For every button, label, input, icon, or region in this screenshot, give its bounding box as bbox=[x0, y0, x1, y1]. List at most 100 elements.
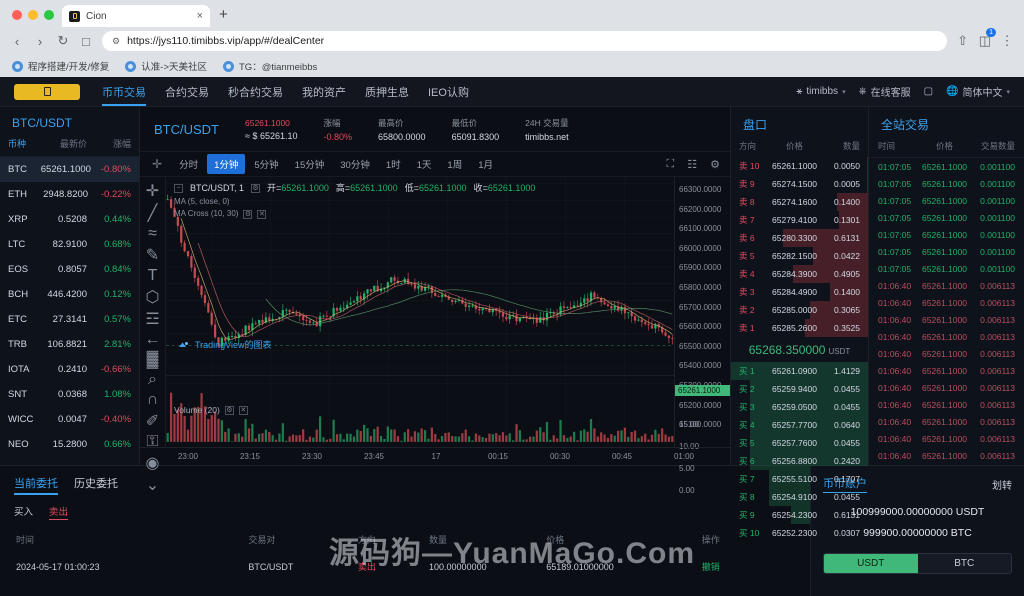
puzzle-icon[interactable]: ◫ bbox=[978, 33, 991, 48]
close-tab-button[interactable]: × bbox=[196, 10, 203, 22]
magnet-icon[interactable]: ∩ bbox=[146, 391, 159, 408]
fib-icon[interactable]: ≈ bbox=[148, 225, 157, 242]
legend-ma-settings-icon[interactable]: ⚙ bbox=[243, 210, 253, 220]
bookmark-item[interactable]: TG：@tianmeibbs bbox=[223, 59, 317, 73]
legend-ma-close-icon[interactable]: ✕ bbox=[257, 210, 267, 220]
market-row[interactable]: XRP 0.5208 0.44% bbox=[0, 207, 139, 232]
timeframe-3[interactable]: 15分钟 bbox=[294, 160, 325, 171]
timeframe-6[interactable]: 1天 bbox=[416, 160, 432, 171]
market-row[interactable]: TRB 106.8821 2.81% bbox=[0, 332, 139, 357]
pattern-icon[interactable]: ⬡ bbox=[145, 289, 160, 306]
maximize-window-button[interactable] bbox=[44, 10, 54, 20]
orderbook-row[interactable]: 卖 9 65274.1500 0.0005 bbox=[731, 175, 868, 193]
orderbook-row[interactable]: 买 10 65252.2300 0.0307 bbox=[731, 524, 868, 542]
orderbook-row[interactable]: 卖 4 65284.3900 0.4905 bbox=[731, 265, 868, 283]
bookmark-item[interactable]: 程序搭建/开发/修复 bbox=[12, 59, 109, 73]
minimize-window-button[interactable] bbox=[28, 10, 38, 20]
market-row[interactable]: NEO 15.2800 0.66% bbox=[0, 432, 139, 457]
market-row[interactable]: SNT 0.0368 1.08% bbox=[0, 382, 139, 407]
orderbook-row[interactable]: 买 4 65257.7700 0.0640 bbox=[731, 416, 868, 434]
orderbook-row[interactable]: 卖 8 65274.1600 0.1400 bbox=[731, 193, 868, 211]
orders-side-1[interactable]: 卖出 bbox=[49, 504, 68, 520]
nav-item-0[interactable]: 币币交易 bbox=[102, 77, 146, 106]
market-row[interactable]: ETH 2948.8200 -0.22% bbox=[0, 182, 139, 207]
market-row[interactable]: BCH 446.4200 0.12% bbox=[0, 282, 139, 307]
market-row[interactable]: IOTA 0.2410 -0.66% bbox=[0, 357, 139, 382]
forward-icon[interactable]: › bbox=[37, 33, 43, 49]
extensions-icon[interactable]: ◫ 1 bbox=[978, 28, 996, 50]
nav-item-5[interactable]: IEO认购 bbox=[428, 86, 469, 99]
orderbook-row[interactable]: 卖 5 65282.1500 0.0422 bbox=[731, 247, 868, 265]
orderbook-row[interactable]: 买 3 65259.0500 0.0455 bbox=[731, 398, 868, 416]
orderbook-row[interactable]: 卖 1 65285.2600 0.3525 bbox=[731, 319, 868, 337]
market-row[interactable]: EOS 0.8057 0.84% bbox=[0, 257, 139, 282]
brush-icon[interactable]: ✎ bbox=[145, 247, 160, 264]
legend-settings-icon[interactable]: ⚙ bbox=[251, 184, 261, 194]
bookmark-item[interactable]: 认准->天美社区 bbox=[125, 59, 207, 73]
arrow-icon[interactable]: ← bbox=[144, 331, 161, 348]
orders-tab-0[interactable]: 当前委托 bbox=[14, 475, 58, 495]
language-selector[interactable]: 🌐 简体中文 ▾ bbox=[946, 84, 1010, 99]
share-icon[interactable]: ⇧ bbox=[957, 33, 969, 48]
window-controls[interactable] bbox=[6, 10, 62, 27]
chevron-down-icon[interactable]: ⌄ bbox=[145, 477, 160, 494]
support-link[interactable]: ⎈ 在线客服 bbox=[859, 84, 911, 99]
timeframe-8[interactable]: 1月 bbox=[478, 160, 494, 171]
reload-icon[interactable]: ↻ bbox=[57, 33, 69, 48]
orderbook-row[interactable]: 卖 2 65285.0000 0.3065 bbox=[731, 301, 868, 319]
close-window-button[interactable] bbox=[12, 10, 22, 20]
nav-item-3[interactable]: 我的资产 bbox=[302, 86, 346, 99]
orderbook-row[interactable]: 卖 6 65280.3300 0.6131 bbox=[731, 229, 868, 247]
orderbook-row[interactable]: 买 5 65257.7600 0.0455 bbox=[731, 434, 868, 452]
address-bar[interactable]: ⚙ https://jys110.timibbs.vip/app/#/dealC… bbox=[102, 31, 947, 51]
timeframe-1[interactable]: 1分钟 bbox=[207, 154, 246, 174]
orders-side-0[interactable]: 买入 bbox=[14, 507, 34, 518]
timeframe-7[interactable]: 1周 bbox=[447, 160, 463, 171]
orderbook-row[interactable]: 买 8 65254.9100 0.0455 bbox=[731, 488, 868, 506]
user-menu[interactable]: ⚹ timibbs ▾ bbox=[796, 86, 845, 97]
fullscreen-icon[interactable]: ⛶ bbox=[666, 157, 675, 170]
back-icon[interactable]: ‹ bbox=[14, 33, 20, 49]
volume-close-icon[interactable]: ✕ bbox=[238, 405, 248, 415]
price-axis[interactable]: 66300.0000 66200.0000 66100.0000 66000.0000… bbox=[674, 177, 730, 495]
orderbook-row[interactable]: 买 6 65256.8800 0.2420 bbox=[731, 452, 868, 470]
market-row[interactable]: ETC 27.3141 0.57% bbox=[0, 307, 139, 332]
orders-tab-1[interactable]: 历史委托 bbox=[74, 478, 118, 490]
orderbook-row[interactable]: 买 7 65255.5100 0.1707 bbox=[731, 470, 868, 488]
new-tab-button[interactable]: + bbox=[219, 6, 228, 23]
measure-icon[interactable]: ▓ bbox=[146, 351, 159, 368]
ruler-lock-icon[interactable]: ✐ bbox=[145, 413, 160, 430]
timeframe-2[interactable]: 5分钟 bbox=[254, 160, 279, 171]
lock-icon[interactable]: ⚿ bbox=[146, 433, 159, 450]
browser-tab[interactable]: Cion × bbox=[62, 5, 210, 27]
app-logo[interactable] bbox=[14, 83, 80, 100]
gear-icon[interactable]: ⚙ bbox=[710, 158, 720, 171]
chart-canvas[interactable]: − BTC/USDT, 1 ⚙ 开=65261.1000 高=65261.100… bbox=[166, 177, 674, 447]
tradingview-credit[interactable]: TradingView的图表 bbox=[178, 338, 272, 351]
time-axis[interactable]: 23:00 23:15 23:30 23:45 17 00:15 00:30 00:45 01:… bbox=[140, 447, 730, 465]
nav-item-1[interactable]: 合约交易 bbox=[165, 86, 209, 99]
timeframe-0[interactable]: 分时 bbox=[179, 160, 199, 171]
site-settings-icon[interactable]: ⚙ bbox=[112, 35, 121, 46]
currency-btc[interactable]: BTC bbox=[917, 554, 1011, 573]
market-row[interactable]: LTC 82.9100 0.68% bbox=[0, 232, 139, 257]
bookmark-icon[interactable]: □ bbox=[82, 33, 90, 49]
crosshair-icon[interactable]: ✛ bbox=[152, 157, 163, 171]
crosshair-icon[interactable]: ✛ bbox=[145, 183, 160, 200]
cancel-order-button[interactable]: 撤销 bbox=[701, 562, 720, 572]
zoom-icon[interactable]: ⌕ bbox=[148, 371, 157, 388]
nav-item-4[interactable]: 质押生息 bbox=[365, 86, 409, 99]
nav-item-2[interactable]: 秒合约交易 bbox=[228, 86, 283, 99]
account-title[interactable]: 币币账户 bbox=[823, 475, 867, 493]
indicators-icon[interactable]: ☷ bbox=[687, 158, 698, 171]
market-row[interactable]: WICC 0.0047 -0.40% bbox=[0, 407, 139, 432]
orderbook-row[interactable]: 买 9 65254.2300 0.6131 bbox=[731, 506, 868, 524]
timeframe-5[interactable]: 1时 bbox=[385, 160, 401, 171]
orderbook-row[interactable]: 买 1 65261.0900 1.4129 bbox=[731, 362, 868, 380]
orderbook-row[interactable]: 买 2 65259.9400 0.0455 bbox=[731, 380, 868, 398]
currency-usdt[interactable]: USDT bbox=[824, 554, 918, 573]
timeframe-4[interactable]: 30分钟 bbox=[340, 160, 370, 171]
browser-menu-icon[interactable]: ⋮ bbox=[1000, 33, 1014, 48]
volume-settings-icon[interactable]: ⚙ bbox=[224, 405, 234, 415]
forecast-icon[interactable]: ☲ bbox=[145, 311, 160, 328]
